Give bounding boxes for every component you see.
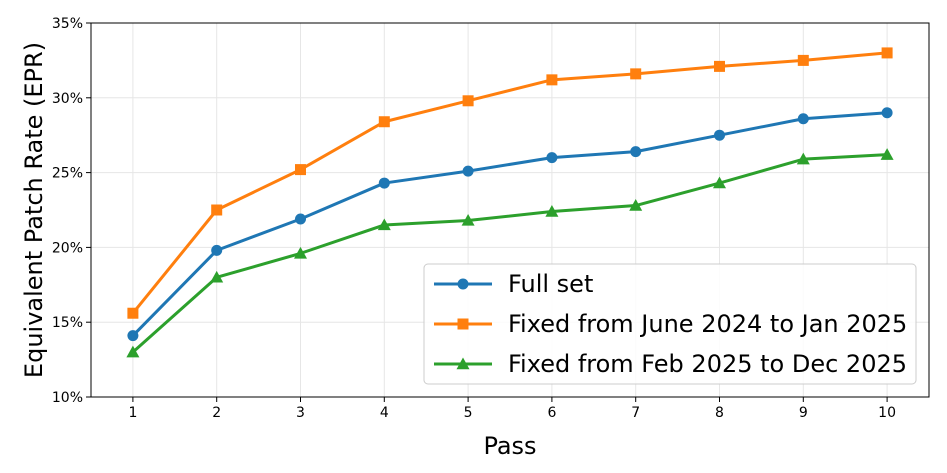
x-tick-label: 9: [799, 405, 808, 421]
data-point: [797, 113, 809, 125]
data-point: [545, 204, 559, 217]
y-tick-label: 10%: [52, 390, 83, 406]
legend-label: Fixed from Feb 2025 to Dec 2025: [508, 350, 907, 378]
x-tick-label: 1: [128, 405, 137, 421]
data-point: [713, 176, 726, 189]
plot-frame: [90, 22, 930, 398]
y-tick-label: 25%: [52, 166, 83, 182]
y-tick-label: 30%: [52, 91, 83, 107]
legend-marker: [457, 278, 469, 290]
y-axis-label: Equivalent Patch Rate (EPR): [20, 42, 48, 378]
data-point: [462, 95, 474, 107]
data-point: [211, 244, 223, 256]
data-point: [546, 74, 558, 86]
x-tick-label: 5: [464, 405, 473, 421]
x-tick-label: 3: [296, 405, 305, 421]
data-point: [211, 204, 223, 216]
legend-item: Fixed from June 2024 to Jan 2025: [434, 310, 907, 338]
legend-marker: [456, 357, 470, 370]
y-tick-label: 15%: [52, 315, 83, 331]
data-point: [629, 199, 643, 211]
data-point: [714, 60, 725, 72]
series-line: [131, 153, 888, 354]
legend-label: Full set: [508, 270, 593, 298]
data-point: [714, 129, 725, 141]
legend-marker: [457, 318, 469, 330]
data-point: [797, 54, 809, 66]
x-tick-label: 6: [547, 405, 556, 421]
x-tick-label: 10: [878, 405, 896, 421]
data-point: [377, 218, 391, 231]
data-point: [796, 152, 810, 165]
legend-label: Fixed from June 2024 to Jan 2025: [508, 310, 907, 338]
series-line: [131, 111, 888, 337]
data-point: [378, 116, 390, 128]
data-point: [880, 148, 894, 160]
x-tick-label: 4: [380, 405, 389, 421]
x-tick-label: 2: [212, 405, 221, 421]
series-1: [127, 107, 893, 342]
legend-item: Full set: [434, 270, 593, 298]
data-point: [295, 164, 306, 176]
legend-box: [423, 263, 917, 385]
data-point: [295, 213, 306, 225]
legend: Full set Fixed from June 2024 to Jan 2025…: [423, 263, 917, 385]
series-layer: [126, 47, 894, 358]
legend-item: Fixed from Feb 2025 to Dec 2025: [434, 350, 907, 378]
data-point: [881, 47, 893, 59]
series-2: [127, 47, 893, 319]
data-point: [630, 146, 642, 158]
y-tick-label: 20%: [52, 240, 83, 256]
data-point: [126, 345, 140, 358]
data-point: [294, 246, 307, 259]
series-3: [126, 148, 894, 358]
data-point: [127, 330, 139, 342]
data-point: [630, 68, 642, 80]
data-point: [461, 213, 475, 226]
data-point: [546, 152, 558, 164]
data-point: [378, 177, 390, 189]
x-tick-label: 8: [715, 405, 724, 421]
data-point: [462, 165, 474, 177]
data-point: [210, 270, 224, 283]
x-tick-label: 7: [631, 405, 640, 421]
data-point: [881, 107, 893, 119]
data-point: [127, 307, 139, 319]
series-line: [131, 51, 888, 315]
x-axis-label: Pass: [483, 432, 536, 460]
axis-ticks: 1 2 3 4 5 6 7 8 9 10 10% 15% 20% 25% 30% 35%: [52, 16, 896, 421]
y-tick-label: 35%: [52, 16, 83, 32]
